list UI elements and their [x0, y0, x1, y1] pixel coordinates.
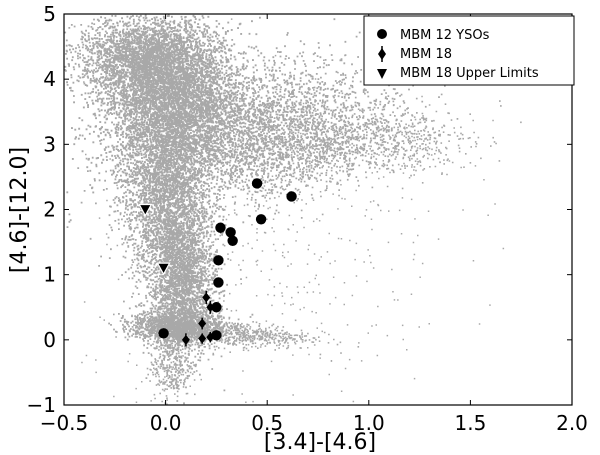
mbm18-point: [206, 300, 215, 314]
legend-marker-diamond: [378, 46, 386, 62]
ysos-point: [255, 214, 267, 225]
ysos-point: [213, 255, 224, 266]
upper-limit-point: [138, 203, 153, 217]
x-tick-label: 1.0: [353, 411, 385, 435]
ysos-point: [158, 328, 169, 339]
y-axis-label: [4.6]-[12.0]: [7, 147, 32, 273]
x-tick-label: 2.0: [556, 411, 588, 435]
y-tick-label: −1: [27, 393, 56, 417]
ysos-point: [213, 277, 224, 288]
legend-box: [363, 15, 575, 86]
mbm18-point: [181, 333, 190, 347]
background-point-cloud: [64, 14, 522, 406]
ysos-point: [215, 222, 226, 233]
legend: MBM 12 YSOs MBM 18 MBM 18 Upper Limits: [363, 15, 575, 86]
y-tick-label: 0: [43, 328, 56, 352]
mbm18-point: [198, 317, 207, 330]
legend-label-mbm18: MBM 18: [400, 47, 452, 62]
cloud-points: [64, 14, 522, 406]
upper-limit-point: [156, 262, 171, 276]
x-axis-label: [3.4]-[4.6]: [264, 430, 376, 455]
legend-label-mbm12-ysos: MBM 12 YSOs: [400, 28, 490, 43]
axis-ticks: −0.5 0.0 0.5 1.0 1.5 2.0 −1 0 1 2 3 4 5: [27, 2, 588, 435]
x-tick-label: 0.0: [150, 411, 182, 435]
mbm18-point: [206, 332, 215, 343]
mbm18-point: [198, 333, 207, 344]
legend-marker-circle: [377, 29, 387, 39]
ysos-point: [286, 191, 297, 202]
y-tick-label: 4: [43, 67, 56, 91]
x-tick-label: −0.5: [40, 411, 89, 435]
x-tick-label: 1.5: [454, 411, 486, 435]
ysos-point: [225, 227, 236, 238]
x-tick-label: 0.5: [251, 411, 283, 435]
mbm18-point: [202, 290, 211, 304]
ysos-point: [227, 235, 238, 246]
ysos-point: [211, 330, 222, 341]
legend-label-mbm18-upper-limits: MBM 18 Upper Limits: [400, 66, 539, 81]
ysos-point: [251, 178, 263, 189]
y-tick-label: 3: [43, 132, 56, 156]
y-tick-label: 5: [43, 2, 56, 26]
series-layer: [138, 178, 297, 347]
legend-marker-triangle-down: [377, 69, 387, 79]
y-tick-label: 2: [43, 198, 56, 222]
ysos-point: [211, 302, 222, 313]
y-tick-label: 1: [43, 263, 56, 287]
